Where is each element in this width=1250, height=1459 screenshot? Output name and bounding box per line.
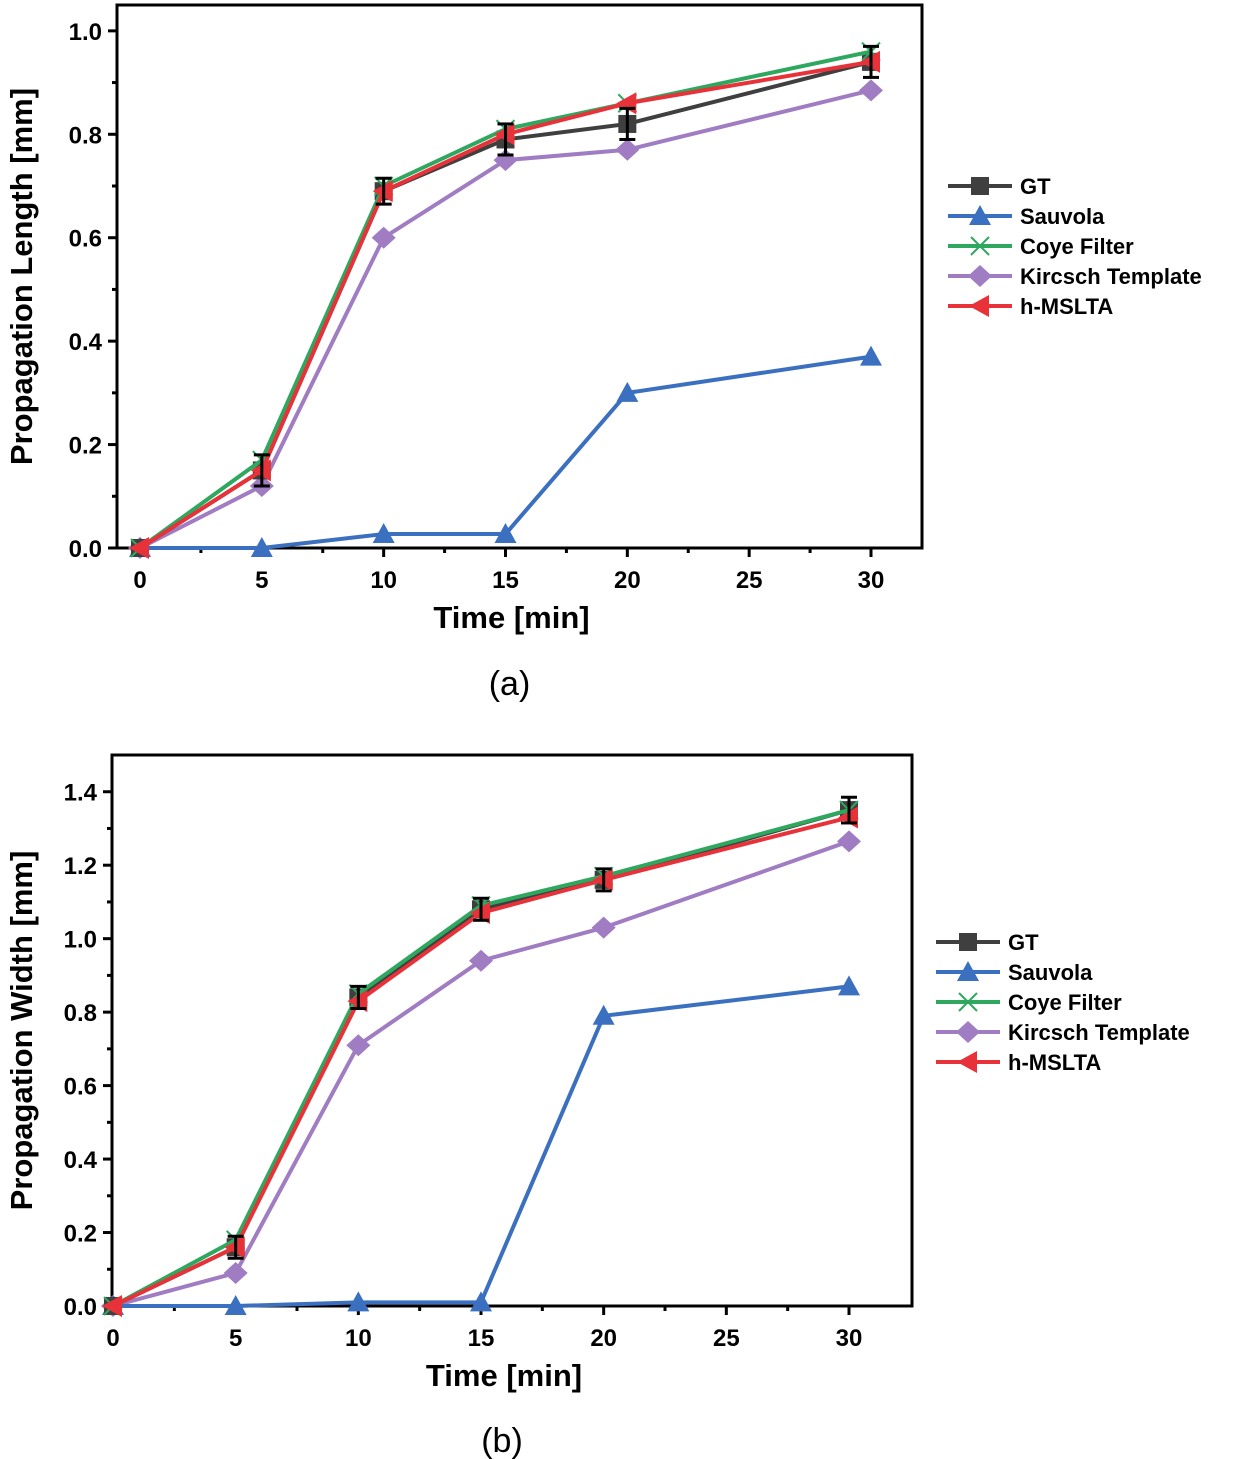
legend-marker [958,992,978,1012]
data-point [129,537,149,559]
legend-label: h-MSLTA [1020,294,1113,319]
legend-label: Coye Filter [1008,990,1122,1015]
legend-marker [959,933,977,951]
series-sauvola [129,345,882,557]
y-tick-label: 0.0 [64,1294,97,1321]
x-tick-label: 30 [836,1325,863,1352]
x-tick-label: 30 [858,567,885,594]
y-tick-label: 0.6 [69,226,102,253]
x-tick-label: 20 [590,1325,617,1352]
legend-marker [968,265,992,287]
series-h-mslta [102,806,858,1317]
legend-marker [970,236,990,256]
plot-a: 0 5 10 15 20 25 30 0.0 0.2 0.4 0.6 0.8 1.0 Time [min]… [4,3,1202,703]
x-tick-label: 10 [345,1325,372,1352]
figure-caption: (a) [489,665,531,703]
y-tick-label: 1.0 [64,927,97,954]
legend-marker [971,177,989,195]
legend-label: GT [1020,174,1051,199]
legend-label: GT [1008,930,1039,955]
series-line [112,839,850,1308]
x-tick-label: 5 [255,567,268,594]
legend-label: Coye Filter [1020,234,1134,259]
data-point [616,381,639,402]
y-tick-label: 0.0 [69,536,102,563]
series-line [140,354,872,550]
plot-frame [115,3,924,550]
y-tick-label: 0.4 [64,1147,98,1174]
data-point [102,1295,122,1317]
x-axis-label: Time [min] [433,600,589,635]
y-axis-label: Propagation Width [mm] [4,851,39,1211]
series-line [112,815,850,1308]
series-sauvola [102,975,860,1315]
data-point [859,79,883,102]
data-point [615,138,640,161]
y-tick-label: 1.2 [64,853,97,880]
series-line [112,808,850,1308]
legend-label: Sauvola [1008,960,1093,985]
legend-label: h-MSLTA [1008,1050,1101,1075]
y-tick-label: 1.0 [69,19,102,46]
y-tick-label: 0.2 [69,433,102,460]
y-tick-label: 0.8 [69,122,102,149]
series-line [113,984,850,1308]
data-point [470,1291,492,1312]
legend-marker [956,1021,980,1043]
data-point [592,1004,615,1025]
data-point [347,1291,370,1312]
y-tick-label: 0.2 [64,1221,97,1248]
x-tick-label: 0 [106,1325,119,1352]
y-tick-label: 1.4 [64,780,98,807]
x-axis-label: Time [min] [426,1358,582,1393]
data-point [591,916,616,939]
plot-b: 0 5 10 15 20 25 30 0.0 0.2 0.4 0.6 0.8 1.0 1.2 1.4 Time… [4,753,1190,1459]
x-tick-label: 5 [229,1325,242,1352]
legend-label: Sauvola [1020,204,1105,229]
legend: GT Sauvola Coye Filter Kircsch Template h-MS… [936,930,1190,1075]
data-point [838,975,860,996]
x-tick-label: 15 [468,1325,495,1352]
data-point [224,1295,247,1315]
series-line [112,808,850,1308]
x-tick-label: 0 [133,567,146,594]
series-line [139,88,872,550]
y-tick-label: 0.6 [64,1074,97,1101]
data-point [469,949,493,972]
data-point [494,523,517,544]
legend-marker [957,1051,977,1073]
data-point [223,1261,248,1284]
data-point [346,1034,371,1057]
y-tick-label: 0.8 [64,1000,97,1027]
x-tick-label: 15 [492,567,519,594]
x-tick-label: 25 [736,567,763,594]
data-point [371,226,396,249]
legend-label: Kircsch Template [1020,264,1202,289]
x-tick-label: 25 [713,1325,740,1352]
y-tick-label: 0.4 [69,329,103,356]
x-tick-label: 20 [614,567,641,594]
data-point [860,345,882,366]
series-line [138,59,872,550]
data-point [372,523,395,544]
plot-frame [110,753,914,1308]
legend-marker [969,205,991,225]
legend-marker [969,295,989,317]
data-point [837,830,861,853]
y-axis-label: Propagation Length [mm] [4,88,39,465]
legend-label: Kircsch Template [1008,1020,1190,1045]
x-tick-label: 10 [370,567,397,594]
legend-marker [957,961,979,981]
legend: GT Sauvola Coye Filter Kircsch Template h-MS… [948,174,1202,319]
data-point [250,537,273,557]
figure-caption: (b) [481,1422,523,1459]
